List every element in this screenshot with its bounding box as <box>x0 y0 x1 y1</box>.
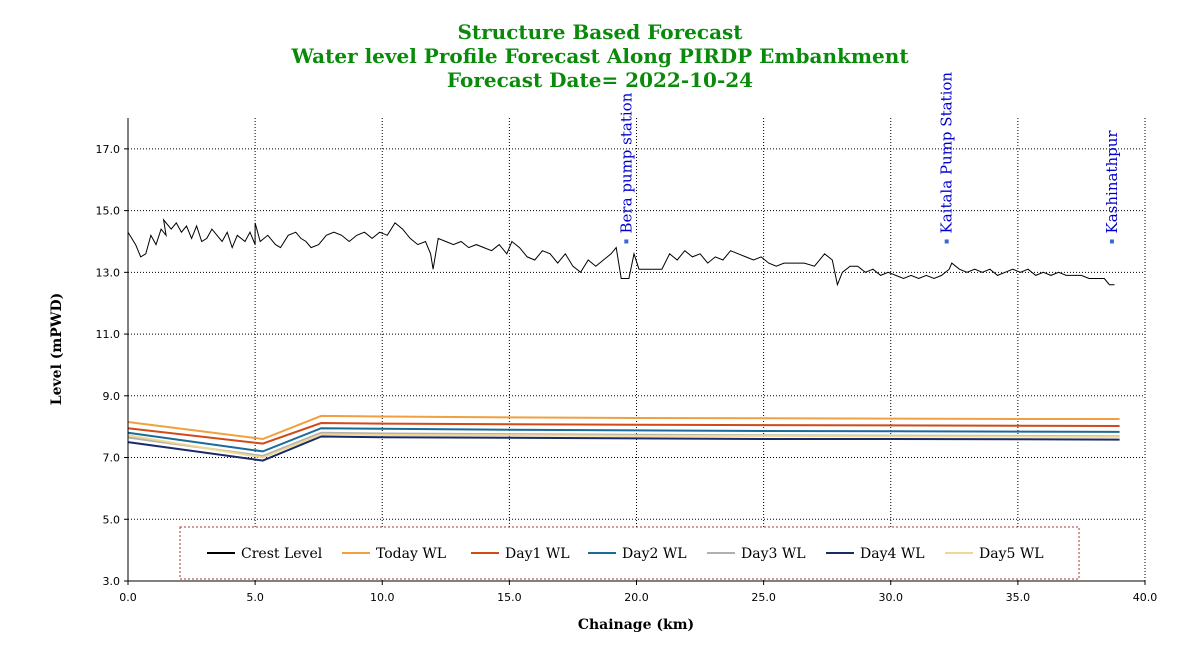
station-label: Kashinathpur <box>1103 130 1121 234</box>
x-axis-label: Chainage (km) <box>578 617 694 633</box>
station-annotations: Bera pump station Kaitala Pump Station Kas… <box>617 72 1121 244</box>
x-tick-label: 10.0 <box>370 591 395 604</box>
x-tick-label: 5.0 <box>246 591 264 604</box>
series-line-crest-level <box>127 218 1115 287</box>
legend-entry: Day1 WL <box>505 546 570 562</box>
x-tick-label: 35.0 <box>1006 591 1031 604</box>
legend-entry: Today WL <box>376 546 446 562</box>
legend: Crest Level Today WL Day1 WL Day2 WL Day3 WL… <box>179 526 1080 580</box>
series-lines <box>127 218 1120 462</box>
y-ticks: 3.0 5.0 7.0 9.0 11.0 13.0 15.0 17.0 <box>96 143 128 588</box>
grid-lines <box>128 118 1146 581</box>
station-label: Kaitala Pump Station <box>938 72 956 234</box>
station-marker <box>944 239 949 244</box>
y-axis-label: Level (mPWD) <box>49 293 65 405</box>
legend-entry: Day3 WL <box>741 546 806 562</box>
legend-entry: Crest Level <box>241 546 323 562</box>
chart-title: Structure Based Forecast <box>457 20 743 44</box>
y-tick-label: 15.0 <box>96 205 121 218</box>
x-ticks: 0.0 5.0 10.0 15.0 20.0 25.0 30.0 35.0 40.0 <box>119 581 1157 604</box>
series-line-today-wl <box>127 414 1120 441</box>
y-tick-label: 7.0 <box>103 452 121 465</box>
series-line-day2-wl <box>127 427 1120 453</box>
y-tick-label: 9.0 <box>103 390 121 403</box>
station-marker <box>624 239 629 244</box>
x-tick-label: 15.0 <box>497 591 522 604</box>
y-tick-label: 3.0 <box>103 575 121 588</box>
y-tick-label: 5.0 <box>103 513 121 526</box>
series-line-day5-wl <box>127 433 1120 459</box>
legend-entry: Day4 WL <box>860 546 925 562</box>
chart-subtitle: Water level Profile Forecast Along PIRDP… <box>291 44 909 68</box>
station-marker <box>1109 239 1114 244</box>
x-tick-label: 40.0 <box>1133 591 1158 604</box>
legend-entry: Day2 WL <box>622 546 687 562</box>
forecast-date: Forecast Date= 2022-10-24 <box>446 68 754 92</box>
y-tick-label: 17.0 <box>96 143 121 156</box>
series-line-day1-wl <box>127 421 1120 445</box>
y-tick-label: 11.0 <box>96 328 121 341</box>
x-tick-label: 30.0 <box>879 591 904 604</box>
chart-title-block: Structure Based Forecast Water level Pro… <box>0 20 1200 92</box>
x-tick-label: 25.0 <box>751 591 776 604</box>
legend-box <box>179 526 1080 580</box>
y-tick-label: 13.0 <box>96 266 121 279</box>
series-line-day4-wl <box>127 435 1120 462</box>
x-tick-label: 0.0 <box>119 591 137 604</box>
x-tick-label: 20.0 <box>624 591 649 604</box>
station-label: Bera pump station <box>617 92 635 233</box>
legend-entry: Day5 WL <box>979 546 1044 562</box>
